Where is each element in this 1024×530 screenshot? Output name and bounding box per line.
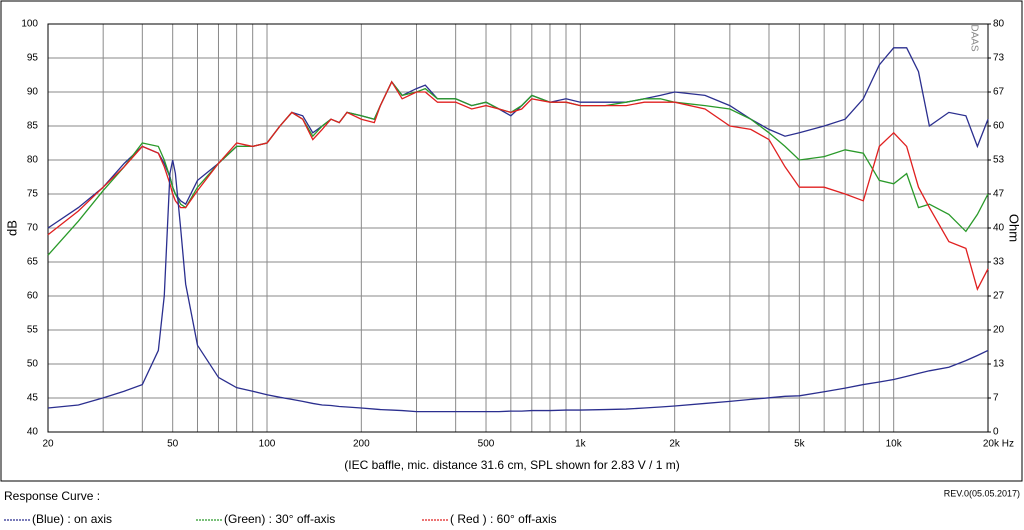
x-tick-label: 20: [42, 439, 54, 450]
y2-tick-label: 7: [993, 393, 999, 404]
x-tick-label: 20k Hz: [983, 439, 1014, 450]
y2-tick-label: 20: [993, 325, 1005, 336]
y-tick-label: 55: [27, 325, 39, 336]
series-line: [47, 160, 989, 413]
legend-title: Response Curve :: [4, 489, 100, 503]
y-tick-label: 60: [27, 291, 39, 302]
y2-axis-label: Ohm: [1007, 214, 1022, 242]
x-tick-label: 1k: [575, 439, 587, 450]
y-tick-label: 40: [27, 427, 39, 438]
x-tick-label: 10k: [886, 439, 903, 450]
y-tick-label: 90: [27, 87, 39, 98]
y-tick-label: 100: [21, 19, 38, 30]
y-axis-label: dB: [4, 220, 19, 236]
y2-tick-label: 13: [993, 359, 1005, 370]
y-tick-label: 45: [27, 393, 39, 404]
series-line: [47, 80, 989, 291]
y2-tick-label: 47: [993, 189, 1005, 200]
y2-tick-label: 67: [993, 87, 1005, 98]
y-tick-label: 70: [27, 223, 39, 234]
y-tick-label: 50: [27, 359, 39, 370]
y-tick-label: 65: [27, 257, 39, 268]
y2-tick-label: 33: [993, 257, 1005, 268]
x-tick-label: 50: [167, 439, 179, 450]
y2-tick-label: 40: [993, 223, 1005, 234]
y2-tick-label: 0: [993, 427, 999, 438]
x-tick-label: 500: [478, 439, 495, 450]
y2-tick-label: 80: [993, 19, 1005, 30]
watermark: DAAS: [968, 24, 979, 52]
x-tick-label: 200: [353, 439, 370, 450]
y2-tick-label: 73: [993, 53, 1005, 64]
y2-tick-label: 53: [993, 155, 1005, 166]
series-line: [47, 80, 989, 256]
outer-frame: [0, 0, 1023, 482]
y2-tick-label: 27: [993, 291, 1005, 302]
revision: REV.0(05.05.2017): [944, 488, 1020, 498]
caption: (IEC baffle, mic. distance 31.6 cm, SPL …: [344, 458, 679, 472]
y-tick-label: 75: [27, 189, 39, 200]
y2-tick-label: 60: [993, 121, 1005, 132]
x-tick-label: 5k: [794, 439, 806, 450]
legend-label: (Green) : 30° off-axis: [224, 512, 335, 526]
x-tick-label: 2k: [669, 439, 681, 450]
y-tick-label: 95: [27, 53, 39, 64]
legend-label: ( Red ) : 60° off-axis: [450, 512, 557, 526]
y-tick-label: 85: [27, 121, 39, 132]
y-tick-label: 80: [27, 155, 39, 166]
x-tick-label: 100: [259, 439, 276, 450]
legend-label: (Blue) : on axis: [32, 512, 112, 526]
